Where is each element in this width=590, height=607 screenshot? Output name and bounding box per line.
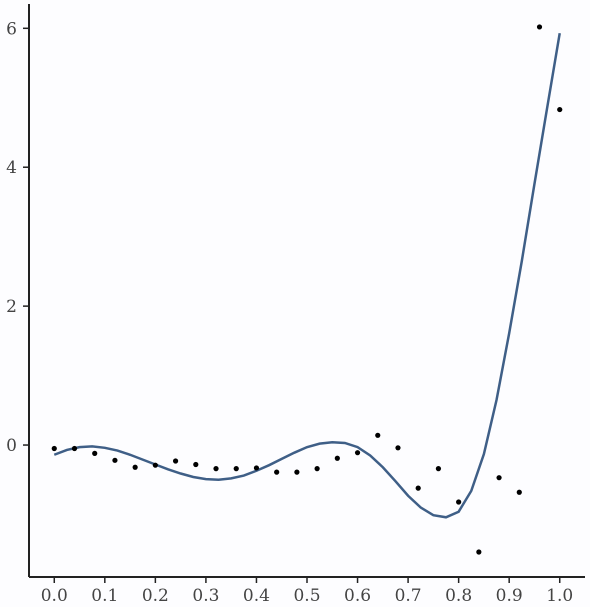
y-tick-label: 0 bbox=[6, 436, 17, 456]
data-point bbox=[253, 465, 260, 471]
data-point bbox=[557, 106, 563, 113]
data-point bbox=[496, 475, 502, 481]
y-tick-label: 2 bbox=[6, 297, 17, 317]
data-point bbox=[152, 462, 158, 468]
data-point bbox=[92, 450, 98, 456]
x-tick-label: 1.0 bbox=[546, 586, 573, 606]
data-point bbox=[435, 466, 442, 472]
data-point bbox=[193, 461, 199, 468]
data-point bbox=[456, 499, 462, 505]
data-point bbox=[213, 466, 219, 472]
data-point bbox=[314, 466, 320, 472]
x-tick-label: 0.7 bbox=[395, 586, 422, 606]
data-point bbox=[536, 24, 543, 30]
data-point bbox=[294, 469, 300, 475]
data-point bbox=[71, 445, 78, 452]
data-point bbox=[334, 455, 340, 461]
data-point bbox=[233, 466, 239, 472]
x-tick-label: 0.2 bbox=[142, 586, 169, 606]
y-tick-label: 4 bbox=[6, 158, 17, 178]
data-point bbox=[476, 549, 482, 555]
data-point bbox=[172, 458, 179, 464]
data-point bbox=[132, 464, 138, 470]
data-point bbox=[516, 489, 522, 495]
data-point bbox=[375, 432, 381, 438]
data-point bbox=[51, 445, 57, 452]
x-tick-label: 0.1 bbox=[91, 586, 118, 606]
x-tick-label: 0.9 bbox=[496, 586, 523, 606]
data-point bbox=[274, 469, 280, 475]
fit-curve-line bbox=[53, 32, 561, 519]
fit-curve-layer bbox=[53, 32, 561, 519]
data-points-layer bbox=[51, 24, 563, 555]
x-tick-label: 0.6 bbox=[344, 586, 371, 606]
x-tick-label: 0.3 bbox=[192, 586, 219, 606]
axes: 0.0 0.1 0.2 0.3 0.4 0.5 0.6 0.7 0.8 0.9 1.0 0 2 4 6 bbox=[6, 4, 585, 606]
x-tick-label: 0.5 bbox=[293, 586, 320, 606]
data-point bbox=[112, 457, 118, 463]
data-point bbox=[415, 485, 421, 491]
x-tick-label: 0.0 bbox=[41, 586, 68, 606]
y-tick-label: 6 bbox=[6, 19, 17, 39]
x-tick-label: 0.8 bbox=[445, 586, 472, 606]
data-point bbox=[395, 445, 401, 451]
data-point bbox=[354, 450, 361, 456]
x-tick-label: 0.4 bbox=[243, 586, 270, 606]
